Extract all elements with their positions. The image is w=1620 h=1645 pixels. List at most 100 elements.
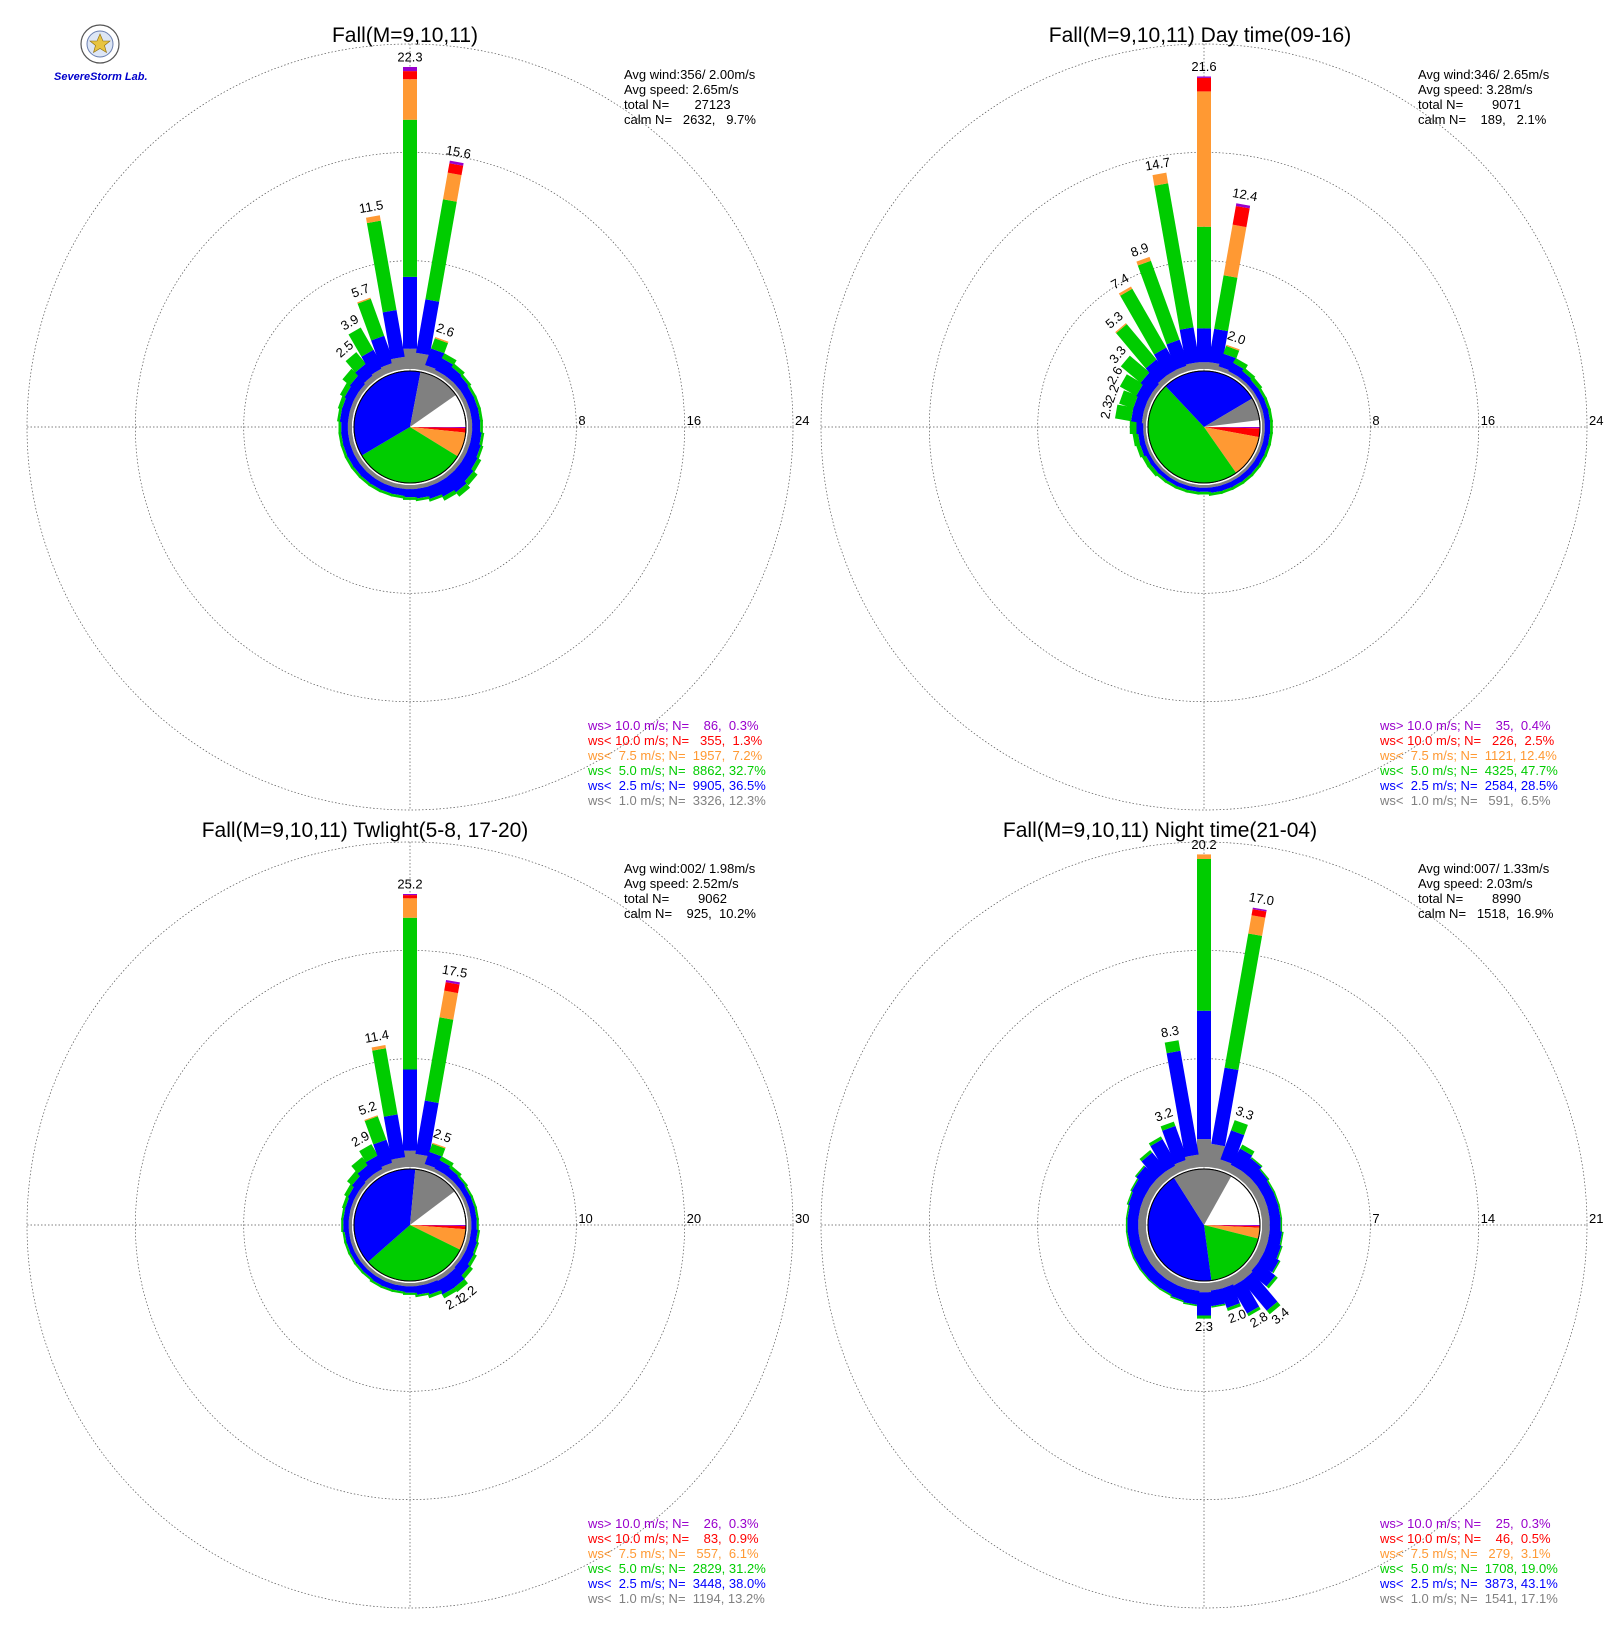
wind-bar-segment bbox=[346, 1239, 355, 1254]
wind-bar-segment bbox=[403, 348, 417, 369]
wind-bar-segment bbox=[342, 441, 355, 458]
wind-bar-segment bbox=[1137, 260, 1180, 345]
wind-bar-segment bbox=[442, 490, 457, 501]
wind-bar-segment bbox=[1249, 1261, 1276, 1287]
wind-bar-segment bbox=[1220, 486, 1235, 495]
bar-total-label: 2.5 bbox=[432, 1125, 454, 1145]
wind-bar-segment bbox=[428, 1290, 443, 1299]
wind-bar-segment bbox=[470, 1194, 478, 1209]
summary-pie-outline bbox=[353, 1168, 467, 1282]
wind-bar-segment bbox=[1223, 224, 1247, 278]
wind-bar-segment bbox=[1231, 480, 1245, 491]
bar-total-label: 22.3 bbox=[397, 49, 422, 64]
wind-bar-segment bbox=[373, 1139, 395, 1167]
wind-bar-segment bbox=[1148, 1136, 1163, 1147]
legend-entry: ws< 2.5 m/s; N= 2584, 28.5% bbox=[1379, 778, 1558, 793]
wind-bar-segment bbox=[403, 489, 417, 498]
wind-bar-segment bbox=[1197, 91, 1211, 227]
wind-bar-segment bbox=[1170, 1296, 1184, 1303]
wind-bar-segment bbox=[460, 373, 472, 387]
wind-bar-segment bbox=[1278, 1204, 1283, 1219]
wind-bar-segment bbox=[1250, 464, 1262, 477]
wind-bar-segment bbox=[347, 1251, 357, 1265]
panel-title: Fall(M=9,10,11) bbox=[332, 24, 478, 47]
wind-bar-segment bbox=[1231, 1120, 1248, 1136]
wind-bar-segment bbox=[364, 1116, 387, 1145]
windrose-panel-3: 10 20 30 Fall(M=9,10,11) Twlight(5-8, 17-20… bbox=[26, 819, 809, 1609]
summary-pie-slice bbox=[410, 427, 467, 429]
wind-bar-segment bbox=[357, 298, 385, 341]
wind-bar-segment bbox=[441, 353, 457, 365]
legend-entry: ws< 7.5 m/s; N= 279, 3.1% bbox=[1379, 1546, 1551, 1561]
wind-bar-segment bbox=[403, 71, 417, 80]
wind-bar-segment bbox=[1208, 1288, 1225, 1307]
wind-bar-segment bbox=[1267, 431, 1273, 446]
legend-entry: ws> 10.0 m/s; N= 35, 0.4% bbox=[1379, 718, 1551, 733]
wind-bar-segment bbox=[460, 1266, 473, 1280]
wind-bar-segment bbox=[1233, 358, 1248, 370]
wind-bar-segment bbox=[428, 494, 443, 502]
summary-pie-slice bbox=[410, 1225, 466, 1230]
legend-entry: ws< 5.0 m/s; N= 2829, 31.2% bbox=[587, 1561, 766, 1576]
summary-pie-slice bbox=[368, 1225, 461, 1281]
wind-bar-segment bbox=[1240, 1144, 1255, 1156]
wind-bar-segment bbox=[341, 420, 348, 434]
wind-bar-segment bbox=[415, 1100, 439, 1157]
wind-bar-segment bbox=[1136, 420, 1144, 434]
ring-tick-label: 14 bbox=[1481, 1211, 1495, 1226]
wind-bar-segment bbox=[1279, 1231, 1284, 1246]
summary-pie-slice bbox=[1204, 398, 1260, 427]
wind-bar-segment bbox=[453, 461, 474, 482]
wind-bar-segment bbox=[1185, 485, 1201, 492]
wind-bar-segment bbox=[1183, 1302, 1198, 1307]
bar-total-label: 2.0 bbox=[1226, 327, 1248, 347]
wind-bar-segment bbox=[1197, 1315, 1211, 1319]
summary-pie-slice bbox=[410, 427, 466, 433]
wind-bar-segment bbox=[473, 395, 481, 410]
wind-bar-segment bbox=[390, 356, 407, 372]
wind-bar-segment bbox=[431, 338, 448, 354]
summary-pie-slice bbox=[1204, 1225, 1259, 1281]
wind-bar-segment bbox=[342, 368, 359, 386]
wind-bar-segment bbox=[1250, 376, 1263, 390]
wind-bar-segment bbox=[470, 458, 482, 473]
wind-bar-segment bbox=[1128, 1244, 1135, 1259]
wind-bar-segment bbox=[1241, 1272, 1278, 1311]
legend-entry: ws< 10.0 m/s; N= 355, 1.3% bbox=[587, 733, 763, 748]
wind-bar-segment bbox=[366, 220, 397, 313]
legend-entry: ws< 10.0 m/s; N= 83, 0.9% bbox=[587, 1531, 759, 1546]
wind-bar-segment bbox=[1166, 1050, 1199, 1157]
wind-bar-segment bbox=[1197, 487, 1211, 492]
wind-bar-segment bbox=[379, 1285, 394, 1293]
summary-pie-slice bbox=[410, 1169, 455, 1225]
legend-entry: ws< 10.0 m/s; N= 226, 2.5% bbox=[1379, 733, 1555, 748]
ring-tick-label: 10 bbox=[578, 1211, 592, 1226]
wind-bar-segment bbox=[1266, 1275, 1278, 1289]
wind-bar-segment bbox=[1115, 323, 1127, 334]
wind-bar-segment bbox=[1267, 408, 1273, 423]
legend-entry: ws> 10.0 m/s; N= 86, 0.3% bbox=[587, 718, 759, 733]
wind-bar-segment bbox=[445, 980, 460, 985]
bar-total-label: 3.3 bbox=[1234, 1103, 1256, 1123]
wind-bar-segment bbox=[469, 407, 481, 424]
stats-line: total N= 9062 bbox=[624, 891, 727, 906]
wind-bar-segment bbox=[338, 432, 344, 447]
lab-logo: SevereStorm Lab. bbox=[54, 24, 148, 83]
summary-pie-slice bbox=[410, 427, 466, 457]
wind-bar-segment bbox=[343, 1218, 349, 1232]
wind-bar-segment bbox=[1164, 479, 1178, 489]
windrose-panel-2: 8 16 24 Fall(M=9,10,11) Day time(09-16) Avg … bbox=[820, 24, 1603, 811]
wind-bar-segment bbox=[1154, 347, 1179, 376]
wind-bar-segment bbox=[340, 444, 348, 458]
wind-bar-segment bbox=[444, 1268, 465, 1288]
ring-tick-label: 24 bbox=[795, 413, 809, 428]
legend-entry: ws< 5.0 m/s; N= 1708, 19.0% bbox=[1379, 1561, 1558, 1576]
wind-bar-segment bbox=[1127, 1204, 1141, 1221]
legend-entry: ws> 10.0 m/s; N= 25, 0.3% bbox=[1379, 1516, 1551, 1531]
stats-line: calm N= 1518, 16.9% bbox=[1418, 906, 1554, 921]
wind-bar-segment bbox=[391, 486, 407, 496]
wind-bar-segment bbox=[1125, 1231, 1130, 1246]
wind-bar-segment bbox=[358, 475, 372, 487]
stats-line: Avg wind:002/ 1.98m/s bbox=[624, 861, 756, 876]
wind-bar-segment bbox=[439, 1156, 454, 1167]
